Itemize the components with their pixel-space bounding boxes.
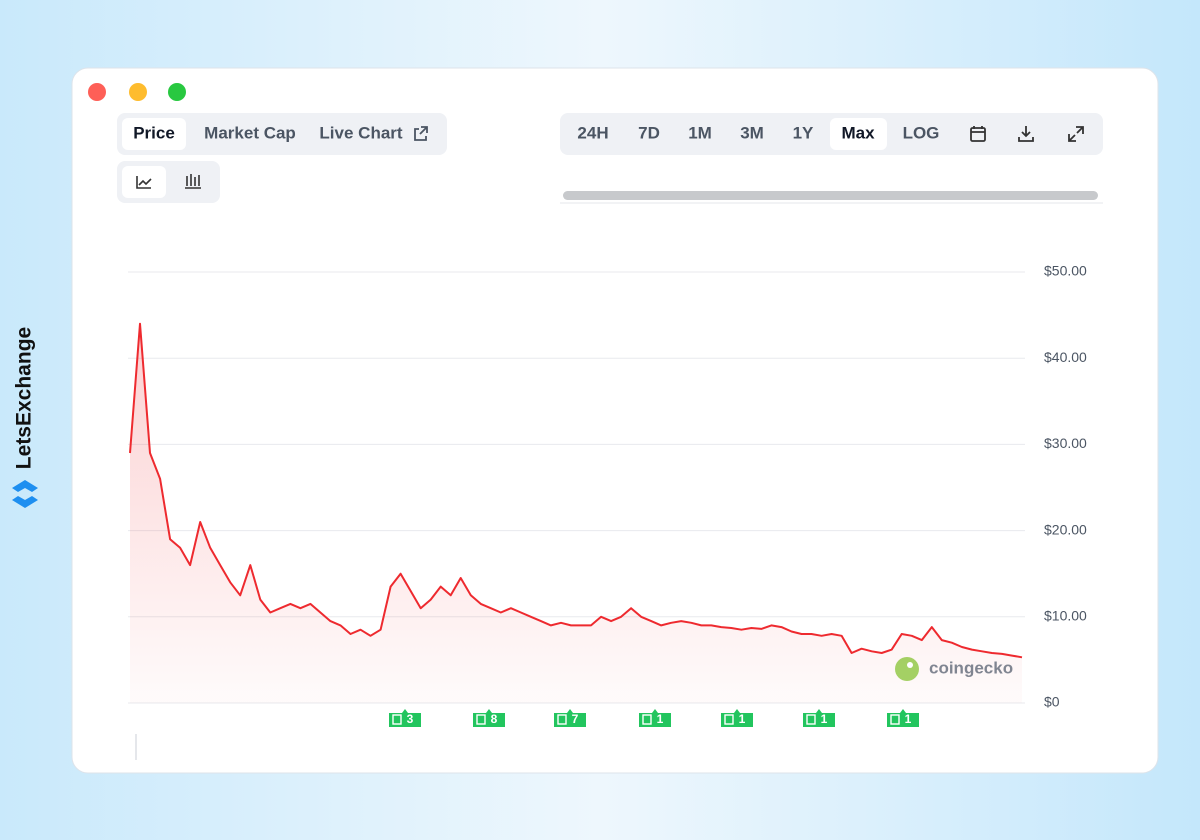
news-marker[interactable]: 8 [473,709,505,727]
news-marker-badge [639,709,671,727]
news-count: 1 [905,712,912,726]
tab[interactable]: Market Cap [204,123,296,142]
news-marker-badge [803,709,835,727]
news-marker-badge [389,709,421,727]
brand-logo [12,480,38,508]
maximize-button[interactable] [168,83,186,101]
news-icon [392,714,402,725]
watermark-logo [895,657,919,681]
download-button[interactable] [1018,126,1034,142]
news-marker-badge [473,709,505,727]
price-line [129,322,1023,659]
candlestick-chart-button[interactable] [170,166,214,198]
y-tick-label: $40.00 [1044,349,1087,365]
watermark: coingecko [929,658,1013,677]
news-count: 1 [739,712,746,726]
news-count: 3 [407,712,414,726]
news-icon [806,714,816,725]
range-button[interactable]: 7D [638,123,660,142]
chart: $0 $10.00 $20.00 $30.00 $40.00 $50.00 coingeck… [128,263,1087,727]
tab-group [117,113,447,155]
news-marker[interactable]: 7 [554,709,586,727]
news-icon [476,714,486,725]
news-count: 1 [657,712,664,726]
news-marker-badge [554,709,586,727]
range-button[interactable]: 1M [688,123,712,142]
fullscreen-button[interactable] [1068,126,1084,142]
range-button[interactable]: 24H [577,123,608,142]
news-marker[interactable]: 1 [803,709,835,727]
news-marker-badge [721,709,753,727]
brand: LetsExchange [13,327,36,469]
price-area [130,323,1022,703]
y-tick-label: $10.00 [1044,608,1087,624]
tab-selected-bg [122,118,186,150]
news-count: 7 [572,712,579,726]
minimize-button[interactable] [129,83,147,101]
news-icon [890,714,900,725]
range-button[interactable]: 1Y [793,123,814,142]
news-icon [642,714,652,725]
calendar-button[interactable] [970,126,986,142]
window [71,67,1159,774]
range-selected-bg [830,118,887,150]
news-marker[interactable]: 1 [639,709,671,727]
tab[interactable]: Price [133,123,175,142]
news-marker[interactable]: 1 [887,709,919,727]
range-button[interactable]: 3M [740,123,764,142]
news-icon [557,714,567,725]
news-icon [724,714,734,725]
external-link-icon [414,126,428,141]
close-button[interactable] [88,83,106,101]
scrollbar[interactable] [563,191,1098,200]
news-marker-badge [887,709,919,727]
tab[interactable]: Live Chart [319,123,402,142]
news-count: 8 [491,712,498,726]
range-button[interactable]: Max [841,123,875,142]
y-tick-label: $30.00 [1044,435,1087,451]
y-tick-label: $0 [1044,694,1060,710]
news-marker[interactable]: 1 [721,709,753,727]
range-button[interactable]: LOG [903,123,940,142]
line-chart-icon [136,176,152,189]
y-tick-label: $20.00 [1044,521,1087,537]
y-tick-label: $50.00 [1044,263,1087,279]
news-count: 1 [821,712,828,726]
news-marker[interactable]: 3 [389,709,421,727]
watermark-logo-eye [907,662,913,668]
